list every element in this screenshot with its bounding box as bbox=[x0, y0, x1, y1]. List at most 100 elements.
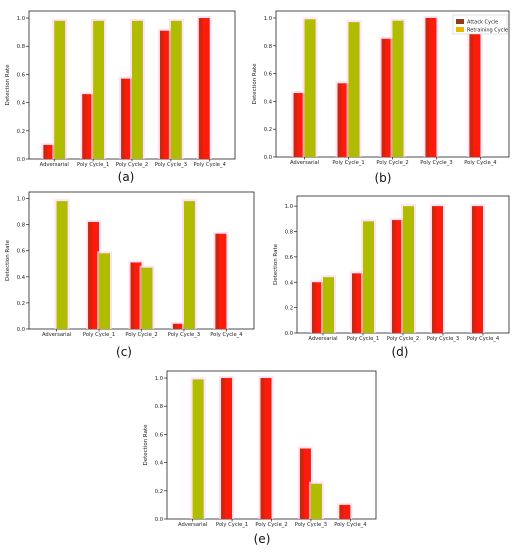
attack-bar-shade bbox=[172, 323, 177, 329]
attack-bar-shade bbox=[472, 206, 476, 333]
panel-label: (a) bbox=[118, 170, 135, 184]
y-tick-label: 1.0 bbox=[285, 204, 293, 210]
attack-bar-shade bbox=[198, 18, 203, 159]
y-tick-label: 0.6 bbox=[17, 72, 25, 78]
attack-cycle-bar bbox=[312, 282, 323, 333]
y-tick-label: 0.2 bbox=[17, 301, 25, 307]
attack-cycle-bar bbox=[381, 38, 393, 157]
attack-bar-shade bbox=[130, 262, 135, 329]
panel-label: (d) bbox=[392, 345, 409, 359]
attack-cycle-bar bbox=[469, 17, 481, 158]
x-tick-label: Poly Cycle_3 bbox=[420, 160, 452, 166]
x-tick-label: Poly Cycle_3 bbox=[168, 332, 200, 338]
panel-label: (c) bbox=[116, 345, 132, 359]
chart-panel-3: 0.0 0.2 0.4 0.6 0.8 1.0 Detection Rate Adversar… bbox=[5, 191, 255, 359]
retraining-cycle-bar bbox=[99, 253, 111, 329]
retraining-cycle-bar bbox=[310, 483, 322, 519]
x-tick-label: Poly Cycle_3 bbox=[295, 522, 327, 528]
attack-cycle-bar bbox=[172, 323, 184, 329]
x-tick-label: Poly Cycle_1 bbox=[216, 522, 248, 528]
y-tick-label: 0.4 bbox=[17, 101, 26, 107]
chart-panel-5: 0.0 0.2 0.4 0.6 0.8 1.0 Detection Rate Adversar… bbox=[143, 370, 377, 546]
y-axis-label: Detection Rate bbox=[273, 243, 279, 285]
x-tick-label: Poly Cycle_2 bbox=[125, 332, 157, 338]
attack-cycle-bar bbox=[121, 78, 132, 159]
y-tick-label: 1.0 bbox=[264, 16, 272, 22]
attack-bar-shade bbox=[425, 17, 430, 158]
x-tick-label: Adversarial bbox=[178, 522, 207, 528]
legend-swatch bbox=[456, 19, 464, 24]
attack-cycle-bar bbox=[260, 378, 272, 519]
legend-label: Retraining Cycle bbox=[467, 28, 508, 34]
attack-bar-shade bbox=[381, 38, 386, 157]
y-tick-label: 1.0 bbox=[17, 16, 25, 22]
y-tick-label: 0.0 bbox=[17, 327, 25, 333]
x-tick-label: Poly Cycle_3 bbox=[427, 336, 459, 342]
x-tick-label: Poly Cycle_4 bbox=[464, 160, 497, 166]
y-tick-label: 0.6 bbox=[285, 255, 293, 261]
y-tick-label: 0.2 bbox=[264, 127, 272, 133]
attack-cycle-bar bbox=[425, 17, 437, 158]
y-tick-label: 0.0 bbox=[17, 157, 25, 163]
panel-label: (b) bbox=[375, 171, 392, 185]
attack-cycle-bar bbox=[337, 83, 349, 157]
y-tick-label: 0.6 bbox=[155, 432, 163, 438]
legend-swatch bbox=[456, 27, 464, 32]
x-tick-label: Poly Cycle_4 bbox=[467, 336, 500, 342]
x-tick-label: Poly Cycle_1 bbox=[332, 160, 364, 166]
attack-cycle-bar bbox=[221, 378, 233, 519]
y-tick-label: 0.0 bbox=[285, 331, 293, 337]
y-tick-label: 0.6 bbox=[17, 249, 25, 255]
attack-bar-shade bbox=[43, 144, 48, 159]
retraining-cycle-bar bbox=[304, 19, 316, 157]
attack-cycle-bar bbox=[130, 262, 142, 329]
retraining-cycle-bar bbox=[348, 22, 360, 157]
y-tick-label: 0.4 bbox=[285, 280, 294, 286]
retraining-cycle-bar bbox=[392, 20, 404, 157]
y-axis-label: Detection Rate bbox=[5, 64, 11, 106]
y-axis-label: Detection Rate bbox=[252, 63, 258, 105]
attack-cycle-bar bbox=[472, 206, 483, 333]
attack-cycle-bar bbox=[339, 504, 351, 519]
attack-bar-shade bbox=[337, 83, 342, 157]
attack-bar-shade bbox=[392, 220, 396, 333]
x-tick-label: Adversarial bbox=[290, 160, 319, 166]
panel-label: (e) bbox=[254, 532, 271, 546]
x-tick-label: Poly Cycle_2 bbox=[387, 336, 419, 342]
y-tick-label: 0.8 bbox=[155, 404, 163, 410]
attack-bar-shade bbox=[88, 222, 92, 329]
attack-cycle-bar bbox=[159, 30, 171, 159]
retraining-cycle-bar bbox=[93, 20, 105, 159]
attack-cycle-bar bbox=[82, 94, 94, 159]
retraining-cycle-bar bbox=[170, 20, 182, 159]
attack-cycle-bar bbox=[293, 93, 305, 157]
chart-panel-4: 0.0 0.2 0.4 0.6 0.8 1.0 Detection Rate Adversar… bbox=[273, 195, 510, 359]
y-tick-label: 0.4 bbox=[17, 275, 26, 281]
attack-bar-shade bbox=[215, 233, 220, 329]
x-tick-label: Poly Cycle_2 bbox=[376, 160, 408, 166]
legend-label: Attack Cycle bbox=[467, 20, 498, 26]
y-tick-label: 0.0 bbox=[155, 517, 163, 523]
attack-bar-shade bbox=[339, 504, 344, 519]
y-tick-label: 0.4 bbox=[264, 99, 273, 105]
x-tick-label: Poly Cycle_1 bbox=[83, 332, 115, 338]
y-tick-label: 0.8 bbox=[17, 223, 25, 229]
x-tick-label: Poly Cycle_4 bbox=[194, 162, 227, 168]
y-axis-label: Detection Rate bbox=[143, 424, 149, 466]
attack-bar-shade bbox=[121, 78, 125, 159]
attack-bar-shade bbox=[82, 94, 87, 159]
attack-bar-shade bbox=[312, 282, 316, 333]
y-tick-label: 0.2 bbox=[285, 306, 293, 312]
attack-bar-shade bbox=[221, 378, 225, 519]
attack-cycle-bar bbox=[432, 206, 443, 333]
attack-cycle-bar bbox=[198, 18, 210, 159]
retraining-cycle-bar bbox=[403, 206, 414, 333]
retraining-cycle-bar bbox=[54, 20, 66, 159]
x-tick-label: Poly Cycle_2 bbox=[116, 162, 148, 168]
y-axis-label: Detection Rate bbox=[5, 239, 11, 281]
x-tick-label: Adversarial bbox=[42, 332, 71, 338]
attack-cycle-bar bbox=[299, 448, 311, 519]
retraining-cycle-bar bbox=[183, 201, 195, 329]
attack-cycle-bar bbox=[352, 273, 363, 333]
